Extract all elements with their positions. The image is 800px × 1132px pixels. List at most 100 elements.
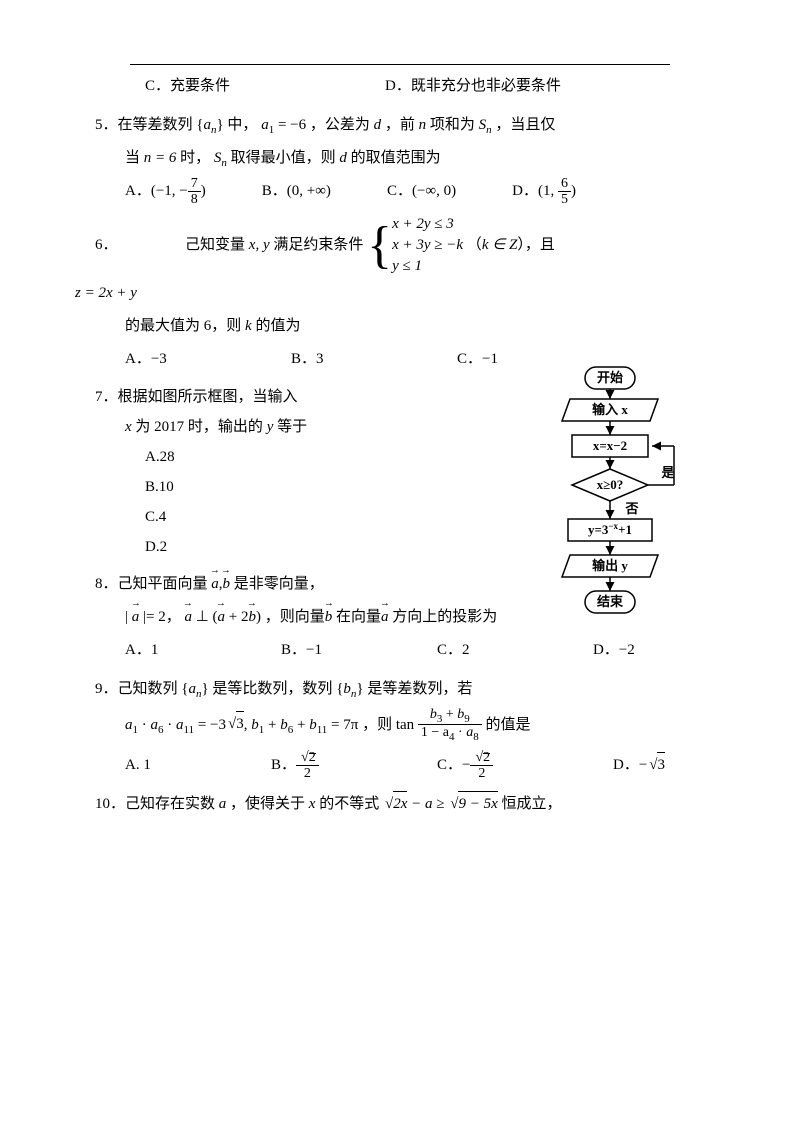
flow-output: 输出 y [592,558,628,573]
text: ，当且仅 [495,117,555,133]
var-x: x [125,419,132,435]
tan-frac: b3 + b9 1 − a4 · a8 [418,707,482,744]
sys-line-2: x + 3y ≥ −k [392,235,463,256]
rad: 9 − 5x [458,796,497,812]
q8-opt-d: D．−2 [593,634,635,667]
text: − a ≥ [407,796,448,812]
den: 2 [470,765,493,781]
text: (−∞, 0) [412,183,456,199]
label: A． [125,183,151,199]
text: (1, [538,183,558,199]
text: 为 2017 时，输出的 [135,419,263,435]
text: 等于 [277,419,307,435]
q9-line1: 9．己知数列 {an} 是等比数列，数列 {bn} 是等差数列，若 [95,673,705,706]
vec-a: a [184,601,192,634]
plus: + [442,707,457,722]
flow-input: 输入 x [592,402,628,417]
text: 的取值范围为 [351,150,441,166]
num: 7 [188,176,201,191]
q6-stem: 6． 己知变量 x, y 满足约束条件 { x + 2y ≤ 3 x + 3y … [95,214,705,277]
flowchart-diagram: 开始 输入 x x=x−2 x≥0? 是 否 y=3−x+1 [540,365,710,625]
text: 是等比数列，数列 [212,681,332,697]
q9-eq: a1 · a6 · a11 = −3√3, b1 + b6 + b11 = 7π… [125,707,705,744]
opt-c: C．充要条件 [145,70,385,103]
plus: + [293,716,309,732]
eq: = 7π [331,716,358,732]
dot: · [164,716,177,732]
opt-d: D．既非充分也非必要条件 [385,70,561,103]
var-y: y [267,419,274,435]
text: 项和为 [430,117,475,133]
text: 的最大值为 6，则 [125,318,241,334]
plus: + [264,716,280,732]
label: B． [271,757,296,773]
text: 当 [125,150,140,166]
text: 8．己知平面向量 [95,576,208,592]
r: 2 [309,750,316,765]
s: 11 [184,723,195,735]
question-5: 5．在等差数列 {an} 中， a1 = −6 ，公差为 d ，前 n 项和为 … [95,109,705,208]
q5-options: A．(−1, −78) B．(0, +∞) C．(−∞, 0) D．(1, 65… [125,175,705,208]
q5-opt-c: C．(−∞, 0) [387,175,456,208]
q5-stem-line2: 当 n = 6 时， Sn 取得最小值，则 d 的取值范围为 [125,142,705,175]
q8-opt-c: C．2 [437,634,557,667]
label: D．− [613,757,647,773]
dot: · [455,725,467,740]
q6-opt-a: A．−3 [125,343,255,376]
q6-number: 6． [95,237,118,253]
s: 8 [473,731,479,743]
flow-yes-label: 是 [660,465,675,480]
var-a: a [219,796,227,812]
flow-step: x=x−2 [593,438,627,453]
perp: ⊥ ( [192,609,218,625]
sub: n [221,157,227,169]
a: a [125,716,133,732]
comma: , [244,716,248,732]
text: 是等差数列，若 [367,681,472,697]
text: ) [201,183,206,199]
q6-z-eq: z = 2x + y [75,277,705,310]
rad: 2x [393,796,407,812]
q5-opt-a: A．(−1, −78) [125,175,206,208]
label: C．− [437,757,470,773]
text: 时， [180,150,210,166]
prev-question-options: C．充要条件 D．既非充分也非必要条件 [145,70,705,103]
vec-b: b [249,601,257,634]
text: ) [571,183,576,199]
text: 的值是 [485,716,530,732]
text: (0, +∞) [287,183,331,199]
q9-opt-c: C．−√22 [437,749,577,782]
brace: } [216,117,223,133]
s: 9 [464,712,470,724]
text: ，使得关于 [230,796,305,812]
a: a [176,716,184,732]
b: b [430,707,437,722]
label: D． [512,183,538,199]
s: 11 [317,723,328,735]
system-brace: { x + 2y ≤ 3 x + 3y ≥ −k y ≤ 1 [367,214,463,277]
den: 8 [188,191,201,207]
text: 的值为 [255,318,300,334]
text: ，公差为 [310,117,370,133]
label: B． [262,183,287,199]
var-an: a [203,117,211,133]
question-6: 6． 己知变量 x, y 满足约束条件 { x + 2y ≤ 3 x + 3y … [95,214,705,376]
q9-opt-a: A. 1 [125,749,235,782]
header-rule [130,64,670,65]
text: 中， [227,117,257,133]
text: + 2 [225,609,248,625]
eq: = −3 [198,716,226,732]
q9-opt-d: D．−√3 [613,749,665,782]
text: 在向量 [336,609,381,625]
a: a [151,716,159,732]
q5-opt-b: B．(0, +∞) [262,175,331,208]
r: 3 [658,757,666,773]
q5-opt-d: D．(1, 65) [512,175,576,208]
q9-options: A. 1 B．√22 C．−√22 D．−√3 [125,749,705,782]
q9-opt-b: B．√22 [271,749,401,782]
q8-opt-a: A．1 [125,634,245,667]
vec-b: b [325,601,333,634]
b: b [280,716,288,732]
text: 5．在等差数列 [95,117,193,133]
flow-no-label: 否 [624,501,638,516]
